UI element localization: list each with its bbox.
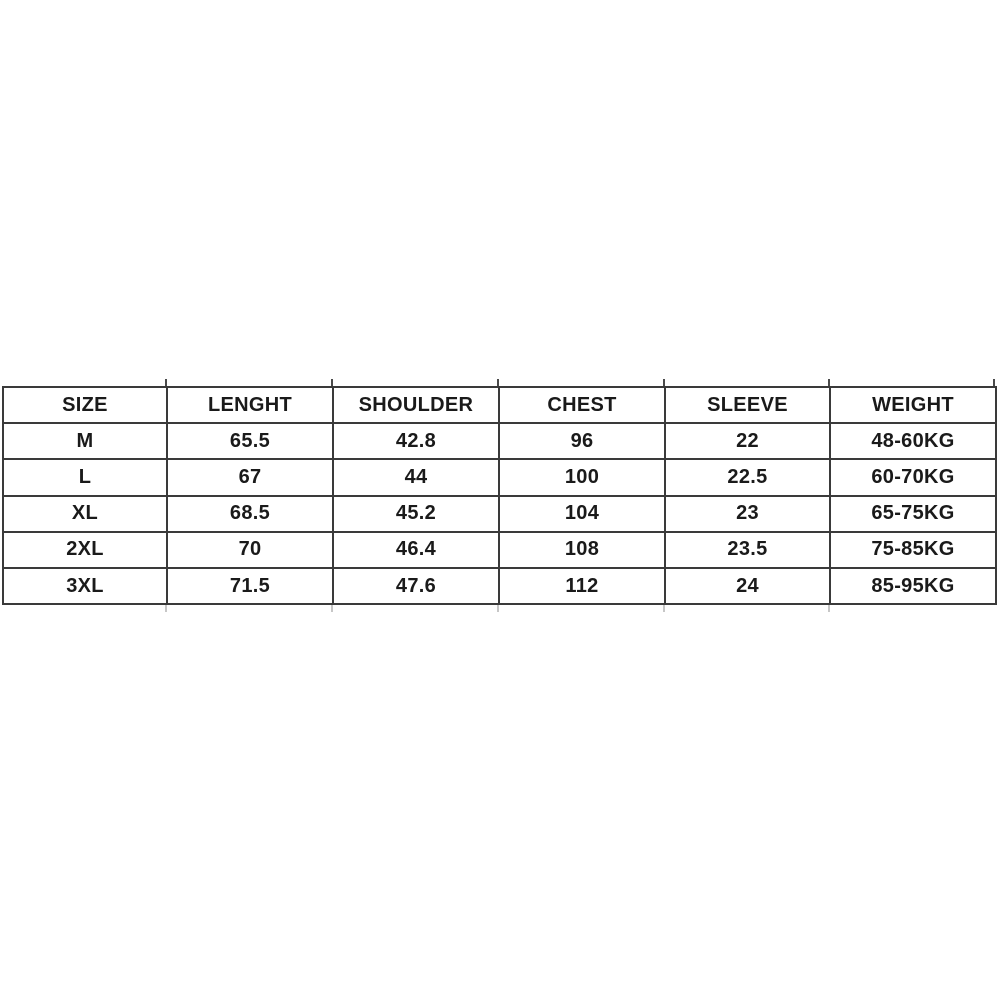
table-cell: 70 — [166, 530, 334, 569]
column-header: SHOULDER — [332, 385, 500, 425]
column-header: LENGHT — [166, 385, 334, 425]
divider-stub — [165, 605, 167, 613]
divider-stub — [993, 379, 995, 386]
divider-stub — [828, 379, 830, 386]
table-cell: 42.8 — [332, 422, 500, 461]
table-cell: 46.4 — [332, 530, 500, 569]
table-cell: 48-60KG — [829, 422, 997, 461]
divider-stub — [828, 605, 830, 613]
table-cell: 24 — [664, 566, 831, 606]
table-cell: 60-70KG — [829, 458, 997, 497]
table-body: M 65.5 42.8 96 22 48-60KG L 67 44 100 22.5 60-70KG X… — [2, 422, 997, 606]
table-cell: 68.5 — [166, 494, 334, 533]
divider-stub — [497, 379, 499, 386]
table-row: XL 68.5 45.2 104 23 65-75KG — [2, 494, 997, 533]
table-cell: 47.6 — [332, 566, 500, 606]
size-label-cell: M — [2, 422, 168, 461]
table-cell: 23 — [664, 494, 831, 533]
table-cell: 85-95KG — [829, 566, 997, 606]
table-cell: 108 — [498, 530, 666, 569]
table-cell: 65.5 — [166, 422, 334, 461]
table-cell: 112 — [498, 566, 666, 606]
column-header: SIZE — [2, 385, 168, 425]
divider-stub — [497, 605, 499, 613]
table-cell: 65-75KG — [829, 494, 997, 533]
size-label-cell: 2XL — [2, 530, 168, 569]
column-header: CHEST — [498, 385, 666, 425]
divider-stub — [663, 379, 665, 386]
table-cell: 96 — [498, 422, 666, 461]
divider-stub — [331, 379, 333, 386]
divider-stub — [663, 605, 665, 613]
table-cell: 44 — [332, 458, 500, 497]
column-header: WEIGHT — [829, 385, 997, 425]
table-cell: 71.5 — [166, 566, 334, 606]
table-row: L 67 44 100 22.5 60-70KG — [2, 458, 997, 497]
table-row: 2XL 70 46.4 108 23.5 75-85KG — [2, 530, 997, 569]
table-cell: 45.2 — [332, 494, 500, 533]
divider-stub — [165, 379, 167, 386]
table-header-row: SIZE LENGHT SHOULDER CHEST SLEEVE WEIGHT — [2, 385, 997, 425]
table-cell: 22 — [664, 422, 831, 461]
size-chart: SIZE LENGHT SHOULDER CHEST SLEEVE WEIGHT M 65.… — [2, 379, 997, 613]
divider-stub — [331, 605, 333, 613]
size-label-cell: L — [2, 458, 168, 497]
table-cell: 67 — [166, 458, 334, 497]
size-chart-table: SIZE LENGHT SHOULDER CHEST SLEEVE WEIGHT M 65.… — [2, 385, 997, 606]
table-cell: 23.5 — [664, 530, 831, 569]
table-cell: 100 — [498, 458, 666, 497]
size-label-cell: XL — [2, 494, 168, 533]
table-cell: 104 — [498, 494, 666, 533]
table-cell: 22.5 — [664, 458, 831, 497]
table-cell: 75-85KG — [829, 530, 997, 569]
column-header: SLEEVE — [664, 385, 831, 425]
table-row: 3XL 71.5 47.6 112 24 85-95KG — [2, 566, 997, 606]
table-row: M 65.5 42.8 96 22 48-60KG — [2, 422, 997, 461]
size-label-cell: 3XL — [2, 566, 168, 606]
